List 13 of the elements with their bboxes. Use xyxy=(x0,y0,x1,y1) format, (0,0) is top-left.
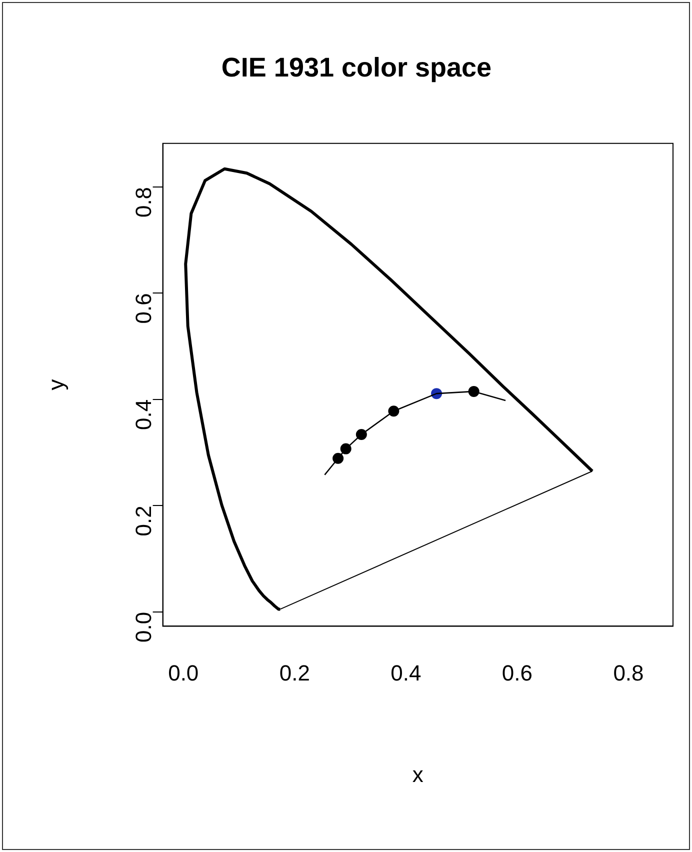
x-tick-label: 0.4 xyxy=(390,660,422,686)
y-tick-label: 0.8 xyxy=(130,186,156,218)
y-tick-label: 0.4 xyxy=(130,399,156,430)
x-tick-label: 0.2 xyxy=(279,660,310,686)
x-tick-label: 0.0 xyxy=(168,660,199,686)
y-tick-label: 0.2 xyxy=(130,506,156,536)
y-axis-title: y xyxy=(43,379,68,390)
x-tick-label: 0.6 xyxy=(502,660,533,686)
y-tick-label: 0.0 xyxy=(130,612,156,642)
chart-title: CIE 1931 color space xyxy=(221,52,492,83)
x-tick-label: 0.8 xyxy=(613,660,644,686)
x-axis-title: x xyxy=(412,762,424,787)
y-tick-label: 0.6 xyxy=(130,293,156,324)
